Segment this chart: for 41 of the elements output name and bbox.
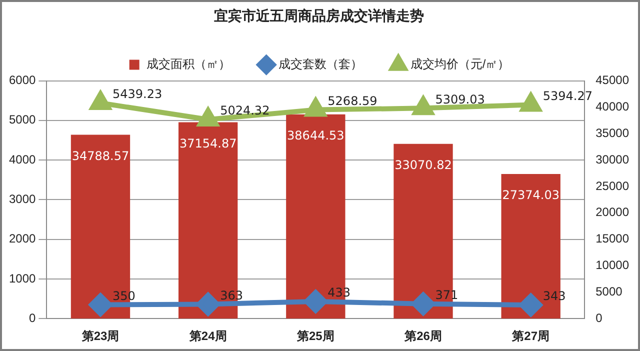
data-label: 33070.82 xyxy=(394,158,452,172)
y-tick-label: 1000 xyxy=(8,271,36,286)
data-label: 5024.32 xyxy=(220,104,270,118)
data-label: 27374.03 xyxy=(502,188,560,202)
y2-tick-label: 40000 xyxy=(596,100,630,114)
y2-tick-label: 20000 xyxy=(596,205,630,220)
y-tick-label: 4000 xyxy=(8,152,36,166)
data-label: 34788.57 xyxy=(72,148,130,163)
y2-tick-label: 35000 xyxy=(596,126,630,140)
legend-label: 成交均价（元/㎡） xyxy=(410,57,510,72)
data-label: 5268.59 xyxy=(328,94,378,108)
y-tick-label: 5000 xyxy=(8,112,36,127)
y2-tick-label: 25000 xyxy=(596,178,630,193)
legend-label: 成交面积（㎡） xyxy=(146,57,230,72)
x-tick-label: 第26周 xyxy=(404,329,442,344)
point xyxy=(519,294,542,317)
data-label: 38644.53 xyxy=(287,128,344,143)
y2-tick-label: 15000 xyxy=(596,232,630,246)
y2-tick-label: 0 xyxy=(596,310,603,325)
point xyxy=(304,290,328,313)
y-tick-label: 0 xyxy=(29,310,36,325)
data-label: 37154.87 xyxy=(179,136,237,150)
x-tick-label: 第23周 xyxy=(80,329,120,344)
point xyxy=(196,292,220,316)
x-tick-label: 第24周 xyxy=(188,329,227,344)
chart-title: 宜宾市近五周商品房成交详情走势 xyxy=(214,7,424,24)
y-tick-label: 6000 xyxy=(8,73,36,88)
legend-label: 成交套数（套） xyxy=(278,57,362,72)
data-label: 5394.27 xyxy=(542,88,592,103)
y2-tick-label: 45000 xyxy=(596,73,630,88)
y2-tick-label: 10000 xyxy=(596,258,630,272)
data-label: 5309.03 xyxy=(435,92,485,106)
point xyxy=(88,293,112,316)
y-tick-label: 2000 xyxy=(8,232,36,246)
y2-tick-label: 5000 xyxy=(596,284,623,298)
x-tick-label: 第27周 xyxy=(511,329,550,344)
point xyxy=(412,292,435,316)
y-tick-label: 3000 xyxy=(8,192,36,206)
y2-tick-label: 30000 xyxy=(596,152,630,166)
data-label: 5439.23 xyxy=(112,87,162,102)
x-tick-label: 第25周 xyxy=(296,329,334,344)
